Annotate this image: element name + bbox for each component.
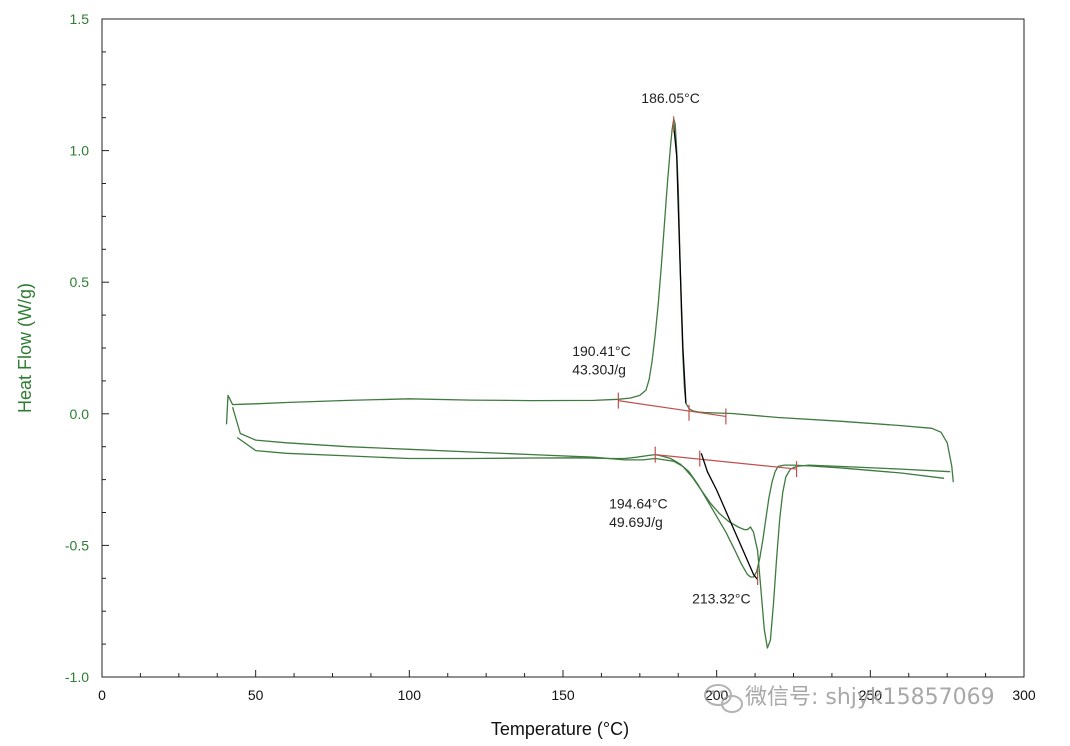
- plot-area-border: [101, 18, 1025, 678]
- watermark-text: 微信号: shjyk15857069: [745, 685, 995, 710]
- curves: [225, 118, 954, 649]
- peak-annotation: 194.64°C: [609, 496, 668, 512]
- dsc-curve-a: [225, 118, 954, 483]
- integration-baseline: [618, 400, 726, 418]
- y-tick-label: 1.5: [70, 11, 90, 27]
- peak-annotation: 43.30J/g: [572, 361, 626, 377]
- x-tick-label: 250: [859, 687, 883, 703]
- y-tick-label: 0.5: [70, 274, 90, 290]
- peak-annotation: 49.69J/g: [609, 514, 663, 530]
- x-tick-label: 150: [551, 687, 575, 703]
- dsc-curve-c: [236, 436, 945, 578]
- x-tick-label: 50: [248, 687, 264, 703]
- watermark: 微信号: shjyk15857069: [704, 684, 995, 713]
- peak-integration-line: [700, 453, 759, 581]
- x-tick-label: 300: [1012, 687, 1036, 703]
- y-tick-label: -1.0: [65, 669, 89, 685]
- peak-annotation: 190.41°C: [572, 343, 631, 359]
- plot-frame: [101, 18, 1025, 678]
- y-tick-label: 1.0: [70, 143, 90, 159]
- peak-integration-line: [672, 124, 687, 404]
- integration-baseline: [655, 453, 797, 470]
- y-axis-label: Heat Flow (W/g): [15, 283, 35, 413]
- x-axis-label: Temperature (°C): [491, 719, 629, 739]
- integration-marks: [617, 116, 798, 585]
- x-tick-label: 0: [98, 687, 106, 703]
- peak-annotation: 186.05°C: [641, 90, 700, 106]
- y-tick-label: -0.5: [65, 537, 89, 553]
- x-tick-label: 100: [398, 687, 422, 703]
- wechat-icon: [704, 684, 743, 713]
- annotations: 186.05°C 190.41°C 43.30J/g 194.64°C 49.69J/g…: [572, 90, 750, 606]
- peak-annotation: 213.32°C: [692, 590, 751, 606]
- dsc-curve-b: [231, 407, 951, 649]
- y-tick-label: 0.0: [70, 406, 90, 422]
